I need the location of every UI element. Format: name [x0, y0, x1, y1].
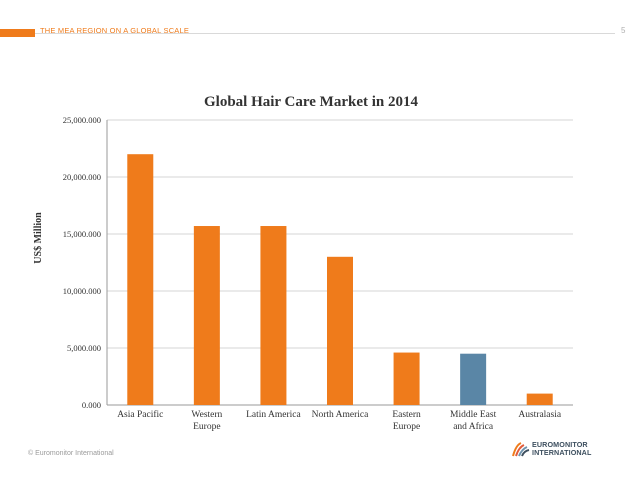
x-tick-label: Eastern — [392, 410, 421, 420]
bar — [327, 256, 353, 405]
bar — [460, 353, 487, 405]
x-tick-label: Europe — [393, 422, 420, 432]
x-tick-label: Western — [191, 410, 222, 420]
euromonitor-logo: EUROMONITOR INTERNATIONAL — [512, 441, 604, 458]
chart-title: Global Hair Care Market in 2014 — [204, 94, 419, 110]
logo-line1: EUROMONITOR — [532, 440, 588, 449]
bar — [127, 154, 154, 405]
bar — [193, 226, 220, 405]
x-tick-label: Asia Pacific — [117, 409, 163, 420]
x-tick-label: Europe — [193, 422, 220, 432]
x-tick-labels: Asia Pacific Western Europe Latin America No… — [117, 409, 562, 432]
header-title: THE MEA REGION ON A GLOBAL SCALE — [40, 26, 190, 35]
y-tick-label: 15,000.000 — [63, 229, 101, 239]
bar-chart: Global Hair Care Market in 2014 US$ Mill… — [33, 94, 573, 432]
logo-text: EUROMONITOR INTERNATIONAL — [532, 441, 591, 457]
bar — [393, 352, 420, 405]
bar — [260, 226, 287, 405]
y-tick-label: 20,000.000 — [63, 172, 101, 182]
header-accent-bar — [0, 29, 35, 37]
y-tick-label: 25,000.000 — [63, 115, 101, 125]
bar — [526, 393, 553, 405]
y-tick-labels: 0.000 5,000.000 10,000.000 15,000.000 20,000… — [63, 115, 101, 410]
bars — [127, 154, 553, 405]
x-tick-label: and Africa — [453, 421, 494, 432]
logo-line2: INTERNATIONAL — [532, 448, 592, 457]
y-tick-label: 10,000.000 — [63, 286, 101, 296]
y-axis-label: US$ Million — [33, 212, 44, 264]
x-tick-label: Australasia — [518, 410, 562, 420]
x-tick-label: Middle East — [450, 410, 497, 420]
slide-number: 5 — [621, 26, 626, 35]
footer-copyright: © Euromonitor International — [28, 450, 114, 457]
gridlines — [106, 119, 573, 406]
x-tick-label: Latin America — [246, 410, 301, 420]
y-tick-label: 5,000.000 — [67, 343, 101, 353]
y-tick-label: 0.000 — [82, 400, 101, 410]
header-divider — [35, 33, 615, 34]
x-tick-label: North America — [312, 410, 370, 420]
logo-mark-icon — [512, 442, 530, 457]
